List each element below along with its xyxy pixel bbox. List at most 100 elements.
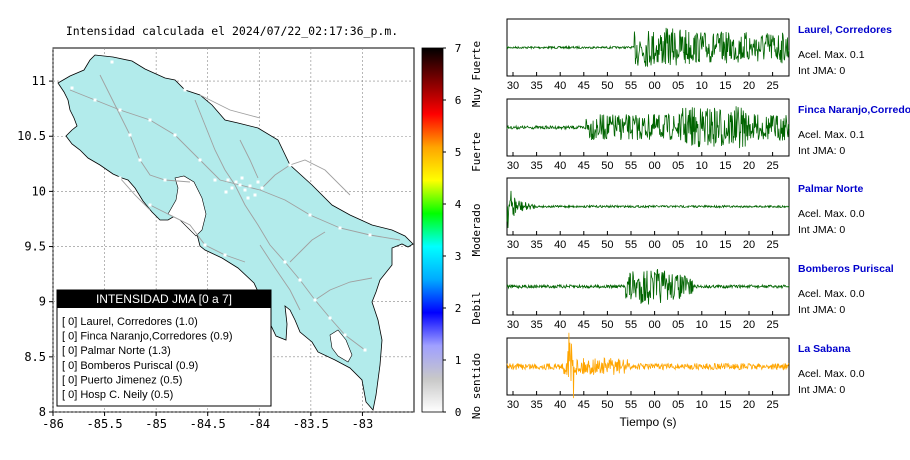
town-marker <box>368 233 372 237</box>
waveform-x-tick-label: 10 <box>696 399 708 411</box>
road <box>314 277 373 301</box>
waveform-x-tick-label: 50 <box>601 319 613 331</box>
colorbar-category-label: No sentido <box>470 353 483 419</box>
waveform-x-tick-label: 50 <box>601 160 613 172</box>
map-title: Intensidad calculada el 2024/07/22_02:17… <box>66 24 398 38</box>
gulf-of-nicoya <box>167 175 207 237</box>
town-marker <box>223 253 227 257</box>
town-marker <box>226 178 230 182</box>
waveform-x-tick-label: 30 <box>507 319 519 331</box>
town-marker <box>313 298 317 302</box>
waveform-x-tick-label: 10 <box>696 160 708 172</box>
town-marker <box>363 348 367 352</box>
waveform-panel: 30 35 40 45 50 55 00 05 10 15 20 25 Laurel, Corredor… <box>506 18 892 92</box>
map-y-tick-label: 8.5 <box>24 350 46 364</box>
colorbar-tick-label: 5 <box>455 146 462 159</box>
waveform-x-tick-label: 50 <box>601 399 613 411</box>
station-acel-max: Acel. Max. 0.1 <box>798 129 865 141</box>
waveform-panel: 30 35 40 45 50 55 00 05 10 15 20 25 La Sabana Acel. M… <box>506 332 865 411</box>
town-marker <box>230 186 234 190</box>
road <box>69 89 401 241</box>
waveform-x-tick-label: 00 <box>648 239 660 251</box>
map-x-axis: -86 -85.5 -85 -84.5 -84 -83.5 -83 <box>42 412 373 431</box>
waveform-x-tick-label: 05 <box>672 160 684 172</box>
waveform-x-tick-label: 25 <box>766 239 778 251</box>
town-markers <box>70 60 372 352</box>
waveform-x-tick-label: 30 <box>507 399 519 411</box>
town-marker <box>148 203 152 207</box>
legend-entry: [ 0] Laurel, Corredores (1.0) <box>62 316 198 328</box>
road <box>194 99 236 186</box>
waveform-x-tick-label: 20 <box>743 160 755 172</box>
waveform-x-tick-label: 40 <box>554 319 566 331</box>
road <box>289 231 326 263</box>
colorbar-tick-label: 3 <box>455 250 462 263</box>
station-int-jma: Int JMA: 0 <box>798 384 845 396</box>
town-marker <box>338 226 342 230</box>
waveform-x-tick-label: 25 <box>766 80 778 92</box>
map-y-tick-label: 8 <box>39 405 46 419</box>
waveform-x-tick-label: 45 <box>578 80 590 92</box>
station-name: La Sabana <box>798 343 851 355</box>
road <box>199 94 261 119</box>
waveform-x-tick-label: 00 <box>648 80 660 92</box>
station-acel-max: Acel. Max. 0.0 <box>798 368 865 380</box>
waveform-x-tick-label: 45 <box>578 160 590 172</box>
waveform-panels: 30 35 40 45 50 55 00 05 10 15 20 25 Laurel, Corredor… <box>506 18 910 411</box>
waveform-x-tick-label: 45 <box>578 319 590 331</box>
colorbar: 0 1 2 3 4 5 6 7 No sentido Debil Moderado Fuerte Mu… <box>421 41 483 419</box>
town-marker <box>288 163 292 167</box>
town-marker <box>328 316 332 320</box>
waveform-x-tick-label: 35 <box>530 80 542 92</box>
town-marker <box>224 190 228 194</box>
waveform-x-tick-label: 20 <box>743 319 755 331</box>
station-int-jma: Int JMA: 0 <box>798 145 845 157</box>
map-y-tick-label: 11 <box>32 74 46 88</box>
waveform-trace <box>506 269 790 305</box>
town-marker <box>93 98 97 102</box>
colorbar-tick-label: 7 <box>455 42 462 55</box>
waveform-trace <box>506 106 790 149</box>
station-int-jma: Int JMA: 0 <box>798 65 845 77</box>
waveform-x-tick-label: 15 <box>719 160 731 172</box>
legend-entry: [ 0] Hosp C. Neily (0.5) <box>62 389 173 401</box>
station-int-jma: Int JMA: 0 <box>798 224 845 236</box>
station-name: Bomberos Puriscal <box>798 263 894 275</box>
colorbar-category-label: Debil <box>470 291 483 324</box>
waveform-x-tick-label: 05 <box>672 399 684 411</box>
waveform-x-tick-label: 30 <box>507 80 519 92</box>
town-marker <box>308 213 312 217</box>
station-acel-max: Acel. Max. 0.1 <box>798 49 865 61</box>
road <box>119 177 151 211</box>
waveform-panel: 30 35 40 45 50 55 00 05 10 15 20 25 Palmar Norte Acel… <box>506 177 865 251</box>
waveform-x-tick-label: 20 <box>743 239 755 251</box>
map-x-tick-label: -85 <box>145 417 167 431</box>
waveform-panel: 30 35 40 45 50 55 00 05 10 15 20 25 Bomberos Purisca… <box>506 257 894 331</box>
legend-entry: [ 0] Puerto Jimenez (0.5) <box>62 374 182 386</box>
waveform-x-tick-label: 45 <box>578 239 590 251</box>
map-x-tick-label: -86 <box>42 417 64 431</box>
town-marker <box>183 88 187 92</box>
town-marker <box>298 278 302 282</box>
waveform-x-tick-label: 50 <box>601 239 613 251</box>
map-y-tick-label: 10.5 <box>17 129 46 143</box>
map-y-tick-label: 9 <box>39 295 46 309</box>
colorbar-category-label: Fuerte <box>470 132 483 172</box>
town-marker <box>128 133 132 137</box>
town-marker <box>253 193 257 197</box>
waveform-x-tick-label: 30 <box>507 239 519 251</box>
map-x-tick-label: -83 <box>352 417 374 431</box>
waveform-x-tick-label: 55 <box>625 399 637 411</box>
waveform-x-tick-label: 40 <box>554 80 566 92</box>
waveform-x-tick-label: 40 <box>554 399 566 411</box>
waveform-x-tick-label: 00 <box>648 160 660 172</box>
waveform-x-tick-label: 55 <box>625 160 637 172</box>
colorbar-tick-label: 1 <box>455 354 462 367</box>
town-marker <box>246 196 250 200</box>
colorbar-category-label: Muy Fuerte <box>470 41 483 107</box>
waveform-x-tick-label: 35 <box>530 239 542 251</box>
colorbar-gradient <box>421 47 444 413</box>
road <box>259 159 351 196</box>
road-network <box>69 74 401 351</box>
station-name: Palmar Norte <box>798 183 864 195</box>
